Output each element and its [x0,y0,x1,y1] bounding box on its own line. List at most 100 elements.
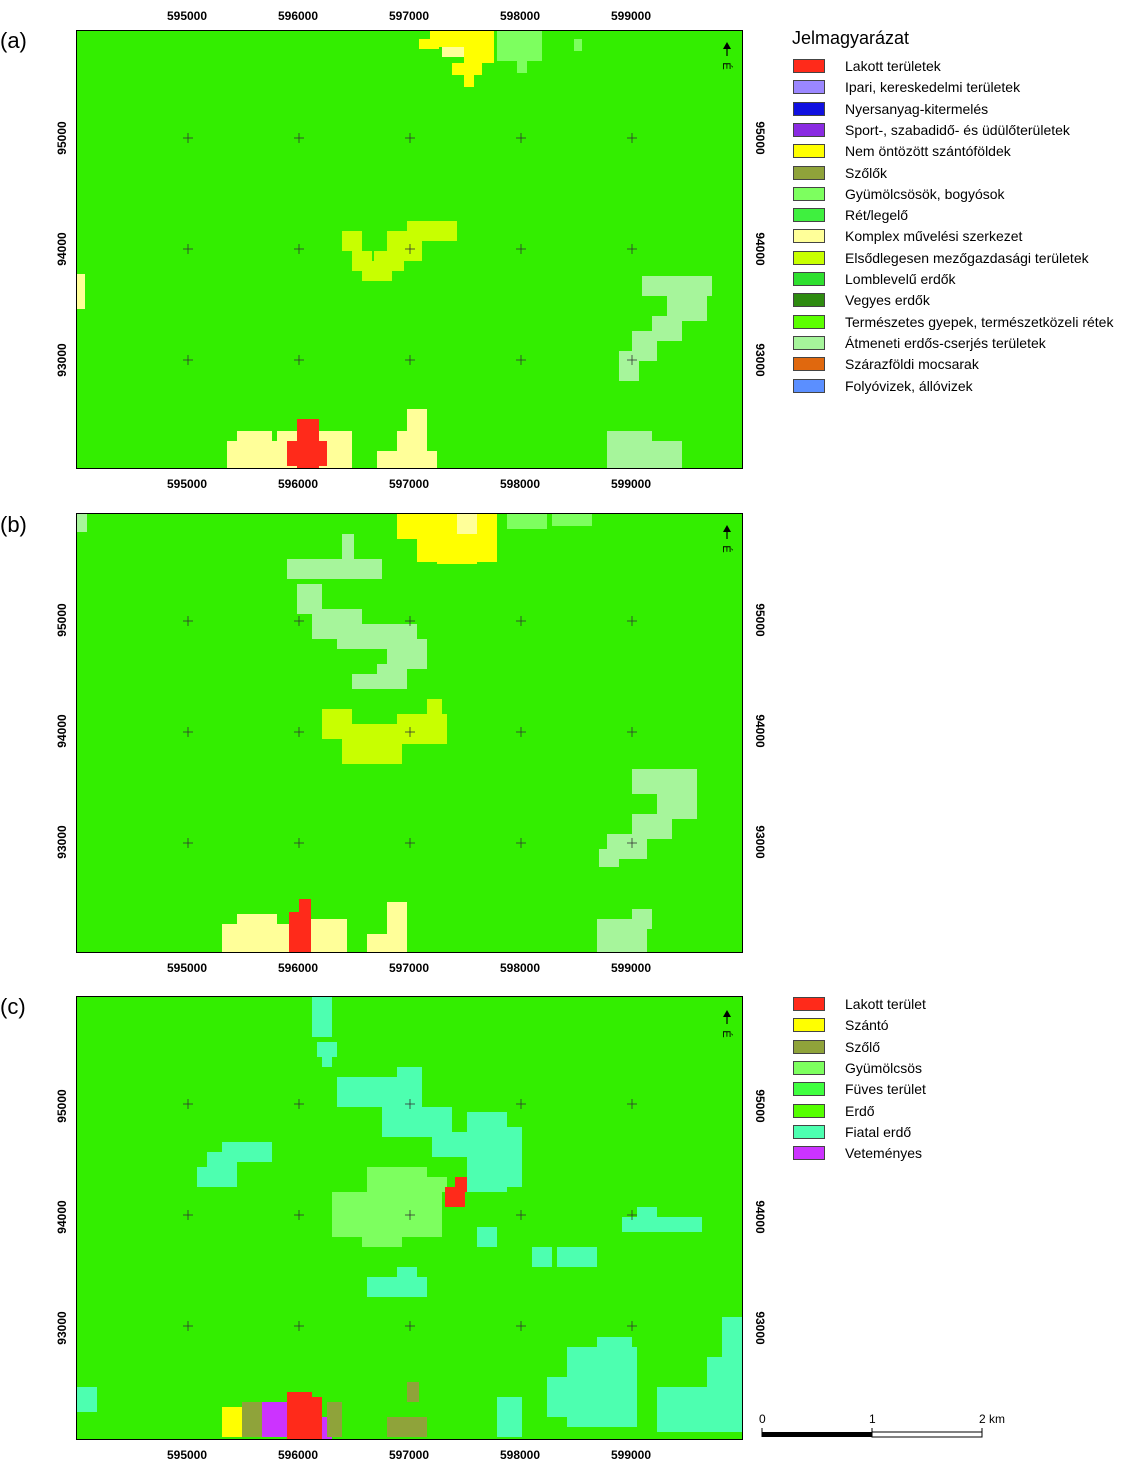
y-tick-label: 95000 [55,121,69,155]
landcover-patch-fiatal_erdo [497,1397,522,1437]
grid-cross [183,838,193,848]
grid-cross [516,1210,526,1220]
grid-cross [516,355,526,365]
landcover-patch-elsodleges [397,241,422,261]
landcover-patch-fiatal_erdo [322,1057,332,1067]
legend-swatch [793,1082,825,1097]
y-tick-label: 95000 [753,1089,767,1123]
x-tick-label: 595000 [166,477,208,491]
landcover-patch-komplex [367,934,407,952]
legend-swatch [793,144,825,159]
legend-label: Lakott terület [845,996,926,1012]
grid-cross [516,616,526,626]
legend-swatch [793,314,825,329]
grid-cross [627,244,637,254]
legend-swatch [793,1039,825,1054]
north-arrow-icon: É [720,40,734,79]
grid-cross [627,355,637,365]
x-tick-label: 599000 [610,1448,652,1462]
landcover-patch-szolok [407,1382,419,1402]
landcover-patch-gyumolcs [362,1227,402,1247]
grid-cross [294,244,304,254]
grid-cross [405,133,415,143]
landcover-patch-fiatal_erdo [312,997,332,1037]
grid-cross [183,1210,193,1220]
legend-label: Ipari, kereskedelmi területek [845,79,1021,96]
y-tick-label: 93000 [55,1311,69,1345]
landcover-patch-gyumolcs [407,1177,447,1192]
x-tick-label: 595000 [166,961,208,975]
map-panel-c [76,996,743,1440]
landcover-patch-gyumolcs [552,514,592,526]
landcover-patch-fiatal_erdo [222,1142,272,1162]
north-label: É [720,62,733,69]
legend-swatch [793,357,825,372]
landcover-patch-atmeneti [287,559,382,579]
landcover-patch-atmeneti [657,784,697,819]
landcover-patch-fiatal_erdo [622,1217,702,1232]
x-tick-label: 597000 [388,477,430,491]
north-arrow-icon: É [720,1008,734,1047]
x-tick-label: 598000 [499,9,541,23]
landcover-patch-komplex [237,431,272,443]
map-a-raster [77,31,742,468]
landcover-patch-komplex [77,274,85,309]
y-tick-label: 94000 [753,1200,767,1234]
legend-swatch [793,997,825,1011]
grid-cross [183,244,193,254]
grid-cross [183,355,193,365]
north-label: É [720,545,733,552]
panel-label-b: (b) [0,512,27,537]
legend-swatch [793,1124,825,1139]
x-tick-label: 599000 [610,961,652,975]
landcover-patch-elsodleges [407,221,457,241]
landcover-patch-nem_ontozott [222,1407,242,1437]
grid-cross [183,616,193,626]
legend-swatch [793,1018,825,1033]
landcover-patch-fiatal_erdo [597,1337,632,1357]
legend-swatch [793,1103,825,1118]
landcover-patch-nem_ontozott [419,39,439,49]
landcover-patch-fiatal_erdo [722,1317,742,1357]
landcover-patch-elsodleges [357,734,397,764]
grid-cross [405,616,415,626]
landcover-patch-lakott [289,912,311,952]
legend-swatch [793,186,825,201]
landcover-patch-lakott [455,1177,467,1192]
y-tick-label: 94000 [55,1200,69,1234]
landcover-patch-lakott [287,441,327,466]
landcover-patch-atmeneti [599,849,619,867]
grid-cross [516,1321,526,1331]
landcover-patch-fiatal_erdo [477,1227,497,1247]
grid-cross [294,1099,304,1109]
legend-swatch [793,59,825,73]
y-tick-label: 93000 [753,825,767,859]
legend-label: Természetes gyepek, természetközeli réte… [845,313,1114,330]
landcover-patch-gyumolcs [517,61,527,73]
grid-cross [183,1099,193,1109]
y-tick-label: 95000 [55,603,69,637]
grid-cross [516,1099,526,1109]
x-tick-label: 597000 [388,961,430,975]
landcover-patch-komplex [442,47,464,57]
landcover-patch-fiatal_erdo [397,1267,417,1282]
landcover-patch-fiatal_erdo [77,1387,97,1412]
legend-label: Veteményes [845,1145,923,1162]
scale-bar [761,1428,983,1438]
landcover-patch-szolok [327,1402,342,1437]
legend-label: Szőlő [845,1038,881,1055]
y-tick-label: 95000 [55,1089,69,1123]
legend-label: Szántó [845,1017,889,1034]
landcover-patch-atmeneti [342,534,354,579]
landcover-patch-szolok [387,1417,427,1437]
grid-cross [294,355,304,365]
x-tick-label: 596000 [277,1448,319,1462]
legend-label: Nem öntözött szántóföldek [845,143,1011,160]
grid-cross [405,244,415,254]
legend-label: Vegyes erdők [845,292,930,309]
grid-cross [405,1321,415,1331]
scale-label-1: 1 [869,1412,876,1426]
landcover-patch-lakott [302,1397,322,1439]
grid-cross [183,133,193,143]
legend-label: Komplex művelési szerkezet [845,228,1023,245]
